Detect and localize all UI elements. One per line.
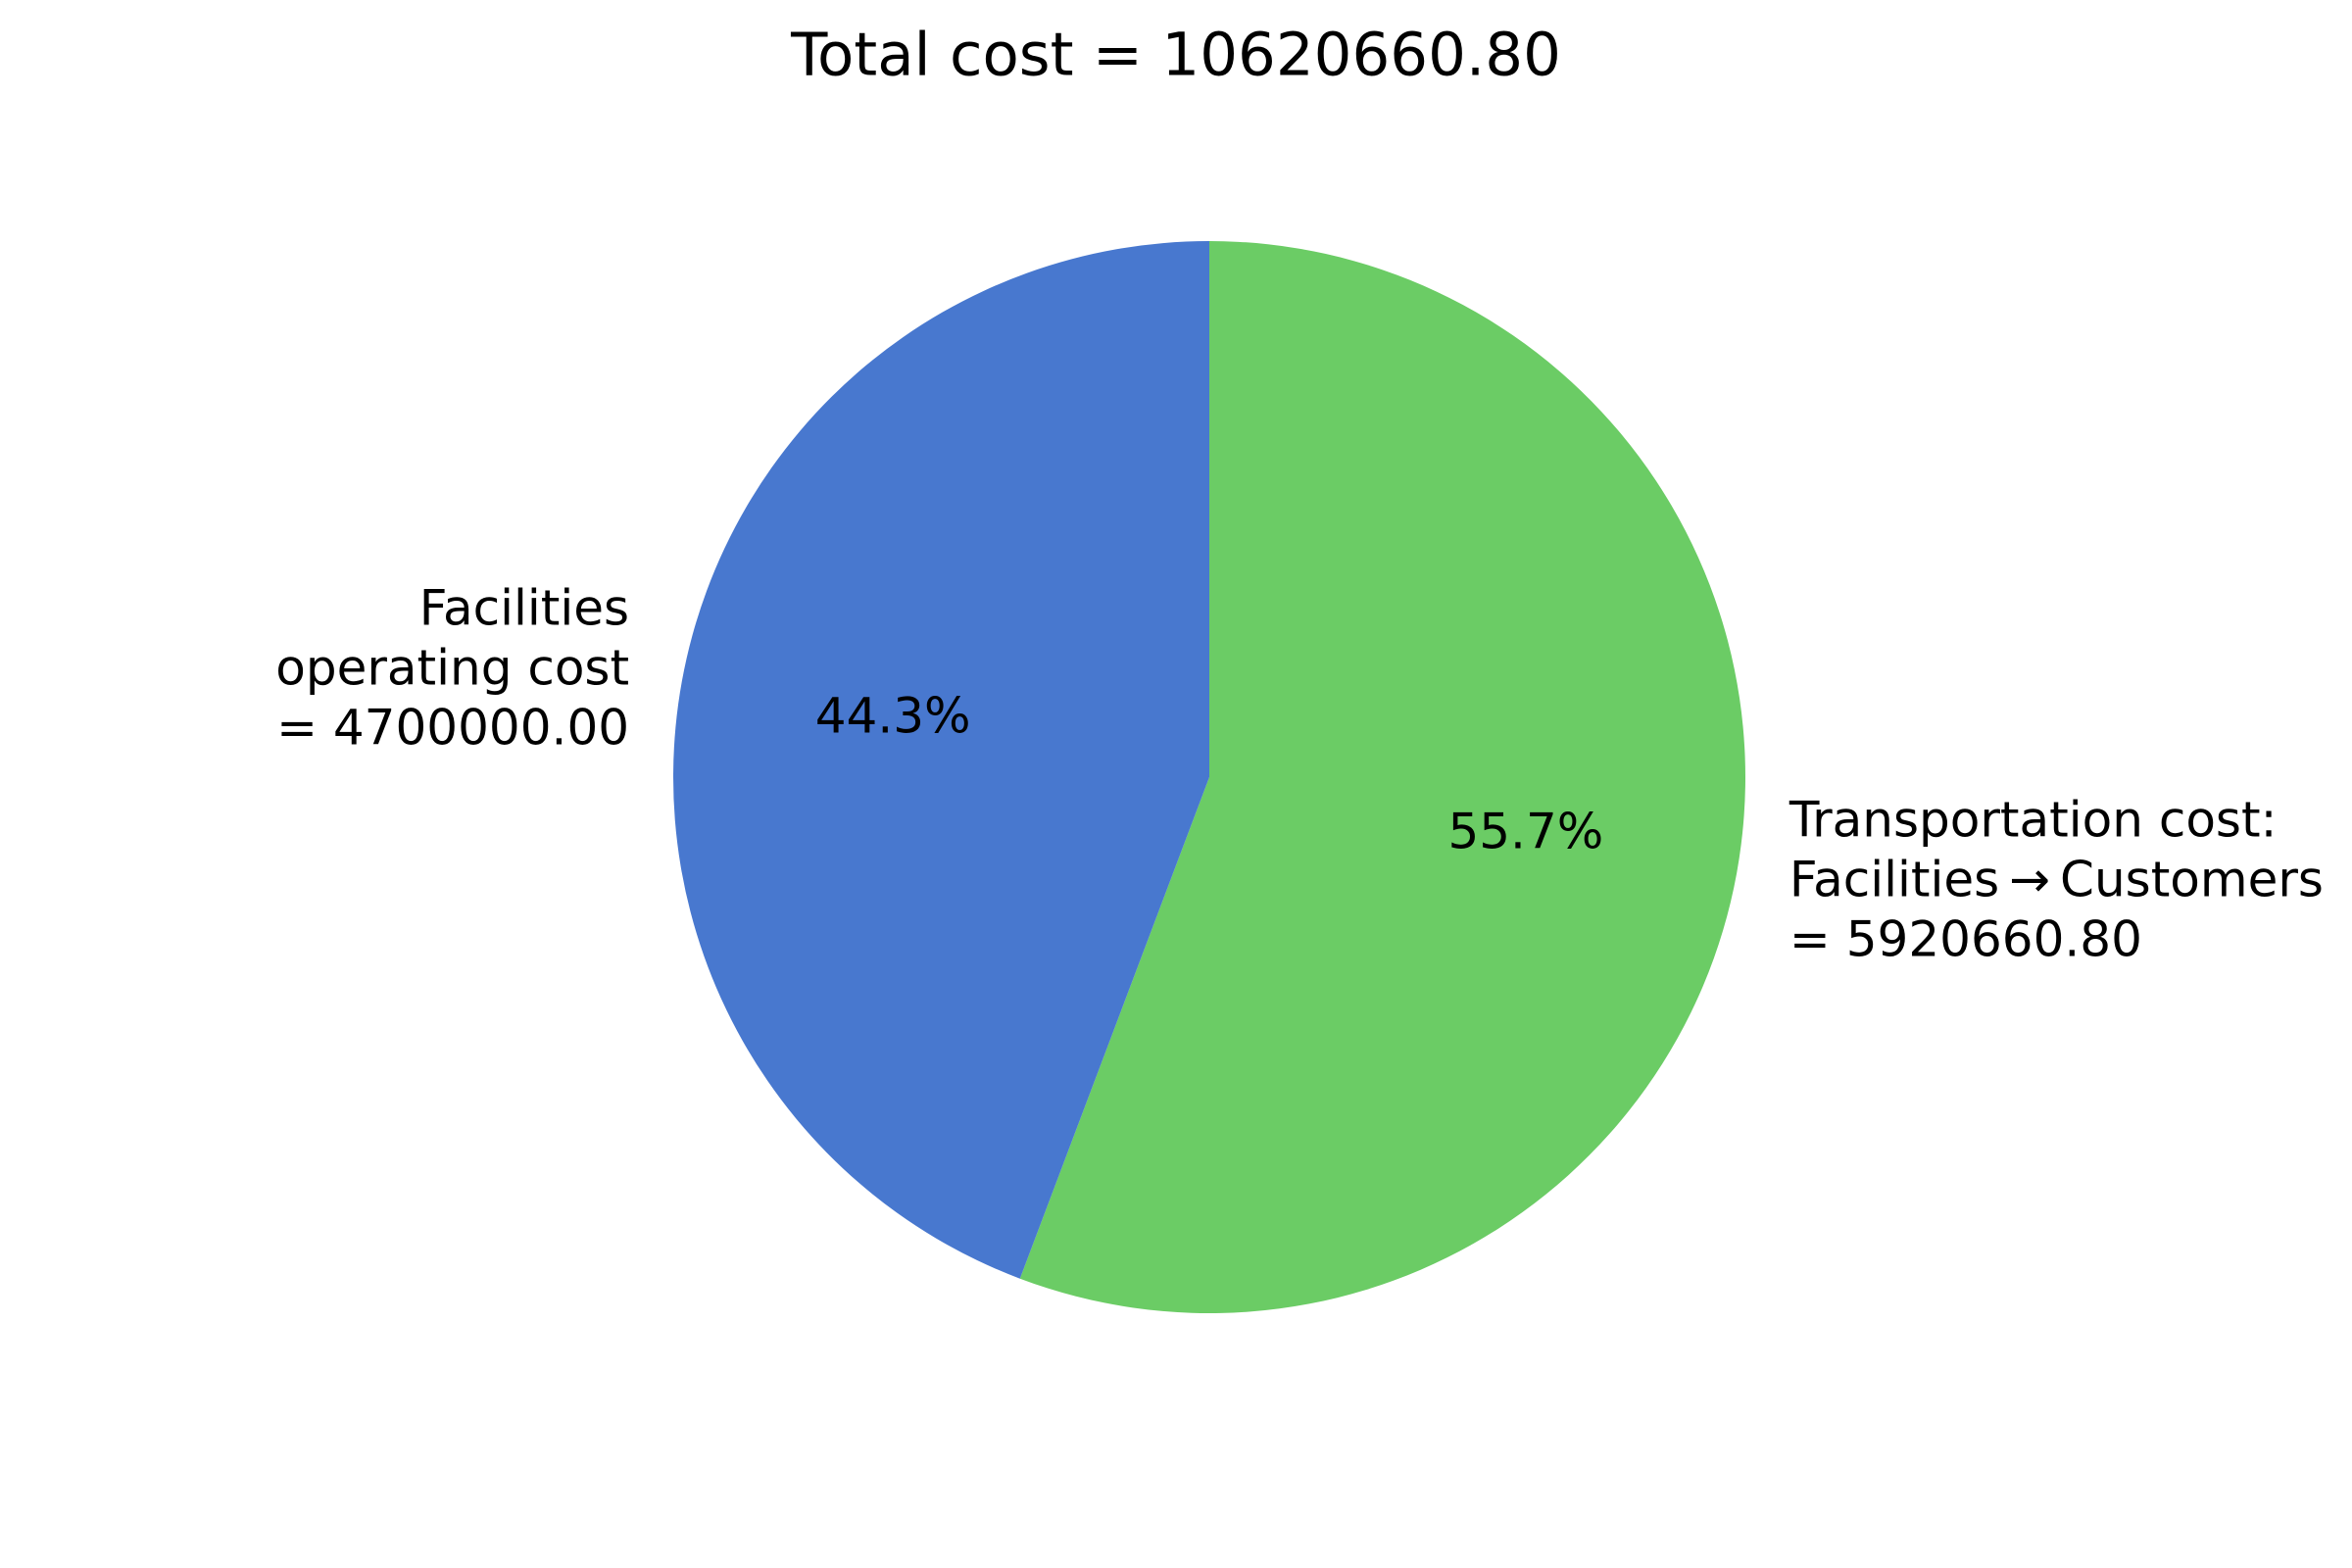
percent-label-facilities: 44.3%: [815, 688, 971, 745]
category-label-line: operating cost: [275, 639, 629, 696]
chart-title: Total cost = 10620660.80: [790, 21, 1561, 90]
category-label-facilities: Facilities operating cost = 4700000.00: [275, 579, 629, 756]
category-label-line: = 5920660.80: [1789, 911, 2142, 968]
pie-slice-transportation: [1019, 241, 1745, 1313]
pie-slice-facilities: [672, 241, 1209, 1279]
category-label-line: Facilities: [419, 579, 629, 636]
category-label-line: Facilities → Customers: [1789, 852, 2324, 908]
category-label-line: Transportation cost:: [1788, 792, 2278, 849]
category-label-line: = 4700000.00: [276, 699, 629, 756]
pie-slices: [672, 241, 1745, 1313]
pie-labels: 55.7% Transportation cost: Facilities → Cu…: [275, 579, 2324, 967]
category-label-transportation: Transportation cost: Facilities → Custome…: [1788, 792, 2324, 968]
percent-label-transportation: 55.7%: [1447, 803, 1603, 859]
